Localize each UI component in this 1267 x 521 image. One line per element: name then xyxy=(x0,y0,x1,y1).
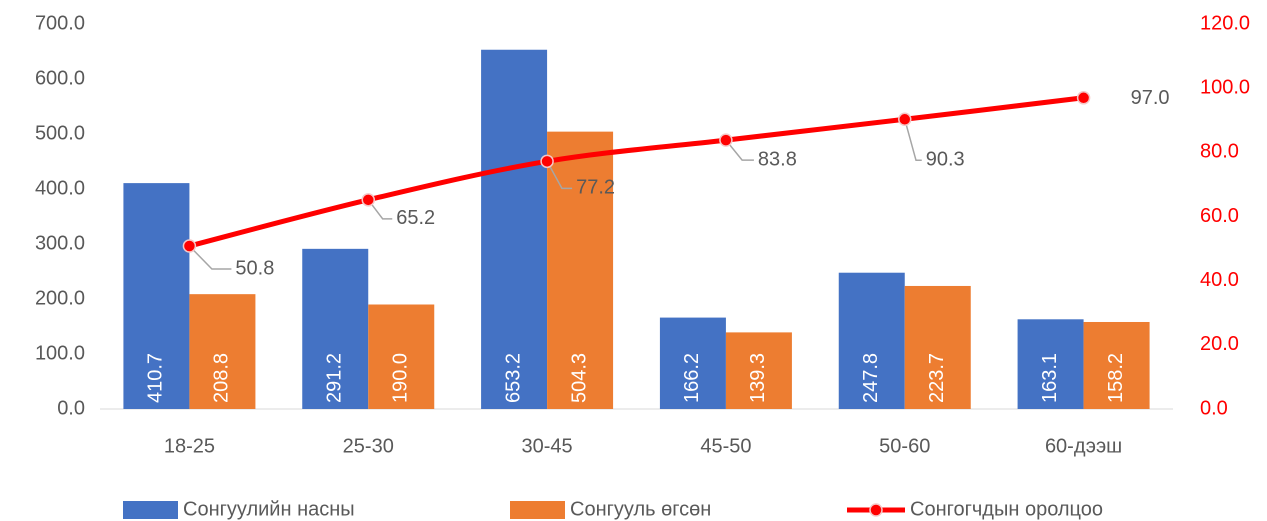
x-tick-label: 30-45 xyxy=(522,435,573,457)
x-tick-label: 18-25 xyxy=(164,435,215,457)
line-value-label: 77.2 xyxy=(576,177,615,199)
line-value-label: 97.0 xyxy=(1131,87,1170,109)
bar xyxy=(1017,319,1084,409)
bar xyxy=(725,332,792,409)
bar-value-label: 158.2 xyxy=(1105,353,1127,403)
y-tick-label: 700.0 xyxy=(35,12,85,34)
bar xyxy=(659,317,726,409)
bar-value-label: 247.8 xyxy=(860,353,882,403)
leader-line xyxy=(188,245,232,270)
bar xyxy=(547,131,614,409)
bar xyxy=(189,294,256,409)
bar xyxy=(481,49,548,410)
leader-line xyxy=(904,119,922,162)
line xyxy=(188,95,1084,249)
y2-tick-label: 100.0 xyxy=(1200,76,1250,98)
y-tick-label: 0.0 xyxy=(57,397,85,419)
legend-label: Сонгууль өгсөн xyxy=(570,498,711,520)
bar xyxy=(368,304,435,409)
line-marker xyxy=(1076,91,1091,105)
line-value-label: 65.2 xyxy=(396,207,435,229)
line-marker xyxy=(182,239,197,253)
bar xyxy=(1083,321,1150,409)
line-value-label: 50.8 xyxy=(235,257,274,279)
bar-value-label: 504.3 xyxy=(568,353,590,403)
legend-label: Сонгогчдын оролцоо xyxy=(910,498,1103,520)
bar-value-label: 653.2 xyxy=(502,353,524,403)
line-marker xyxy=(719,133,733,147)
x-tick-label: 60-дээш xyxy=(1045,435,1122,457)
x-tick-label: 50-60 xyxy=(879,435,930,457)
bar-value-label: 163.1 xyxy=(1039,353,1061,403)
y-tick-label: 100.0 xyxy=(35,342,85,364)
bar-value-label: 166.2 xyxy=(681,353,703,403)
y-tick-label: 600.0 xyxy=(35,67,85,89)
bar-value-label: 139.3 xyxy=(747,353,769,403)
y2-tick-label: 80.0 xyxy=(1200,141,1239,163)
y2-tick-label: 20.0 xyxy=(1200,333,1239,355)
legend-marker xyxy=(869,503,883,517)
leader-line xyxy=(725,139,754,161)
bar xyxy=(123,183,190,409)
bar xyxy=(904,285,971,409)
line-value-label: 90.3 xyxy=(926,149,965,171)
line-value-label: 83.8 xyxy=(758,148,797,170)
bar xyxy=(838,272,905,409)
legend-swatch xyxy=(123,501,178,519)
y2-tick-label: 40.0 xyxy=(1200,269,1239,291)
y-tick-label: 300.0 xyxy=(35,232,85,254)
bar-value-label: 291.2 xyxy=(324,353,346,403)
y2-tick-label: 120.0 xyxy=(1200,12,1250,34)
bar-value-label: 410.7 xyxy=(145,353,167,403)
leader-line xyxy=(367,199,393,220)
bar-value-label: 208.8 xyxy=(211,353,233,403)
x-tick-label: 45-50 xyxy=(700,435,751,457)
line-marker xyxy=(361,193,375,207)
line-marker xyxy=(540,154,554,169)
y2-tick-label: 0.0 xyxy=(1200,397,1228,419)
leader-line xyxy=(546,160,573,190)
x-tick-label: 25-30 xyxy=(343,435,394,457)
legend-label: Сонгуулийн насны xyxy=(183,498,355,520)
y-tick-label: 500.0 xyxy=(35,122,85,144)
line-marker xyxy=(898,112,912,127)
bar-value-label: 223.7 xyxy=(926,353,948,403)
bar-value-label: 190.0 xyxy=(390,353,412,403)
legend-swatch xyxy=(510,501,565,519)
y-tick-label: 400.0 xyxy=(35,177,85,199)
bar xyxy=(302,248,369,409)
y2-tick-label: 60.0 xyxy=(1200,205,1239,227)
y-tick-label: 200.0 xyxy=(35,287,85,309)
